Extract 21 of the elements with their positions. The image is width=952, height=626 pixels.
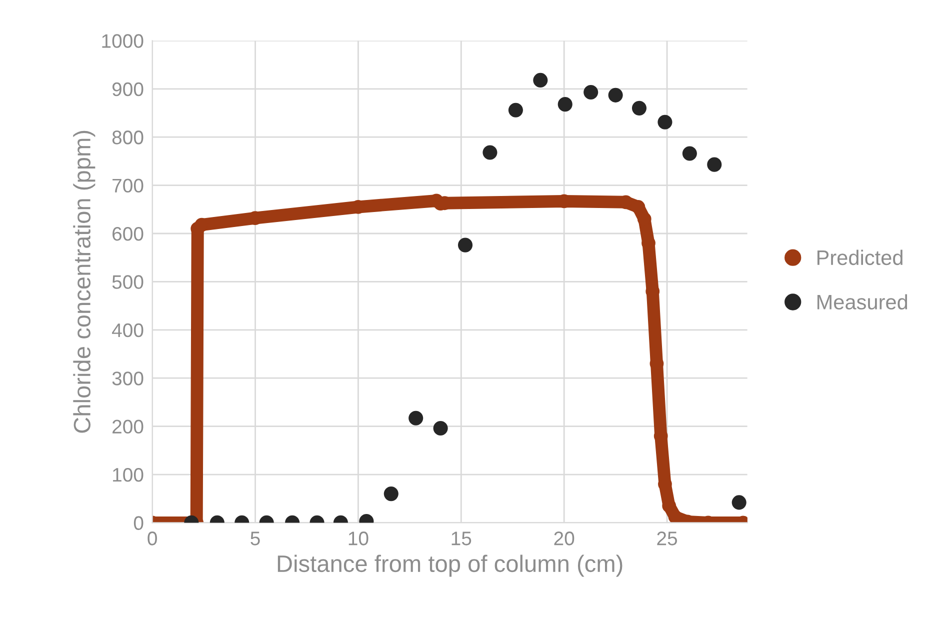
x-tick-label: 15: [452, 532, 472, 546]
y-tick-label: 500: [112, 275, 144, 289]
y-tick-label: 400: [112, 323, 144, 338]
legend-label: Measured: [817, 294, 908, 310]
y-tick-label: 700: [112, 178, 144, 193]
x-axis-title: Distance from top of column (cm): [278, 554, 622, 577]
y-tick-label: 800: [112, 130, 144, 144]
y-tick-label: 200: [112, 420, 144, 434]
x-tick-label: 10: [348, 532, 368, 546]
y-tick-label: 900: [112, 82, 144, 96]
x-tick-label: 0: [148, 532, 157, 546]
y-tick-label: 0: [134, 516, 144, 530]
y-tick-label: 300: [112, 372, 144, 386]
y-tick-label: 100: [113, 468, 144, 482]
x-tick-label: 25: [657, 532, 678, 546]
y-axis-title: Chloride concentration (ppm): [73, 130, 96, 433]
y-tick-label: 1000: [102, 34, 144, 48]
x-tick-label: 5: [250, 532, 260, 546]
y-tick-label: 600: [112, 226, 144, 241]
x-tick-label: 20: [554, 532, 574, 546]
legend-label: Predicted: [817, 250, 902, 266]
